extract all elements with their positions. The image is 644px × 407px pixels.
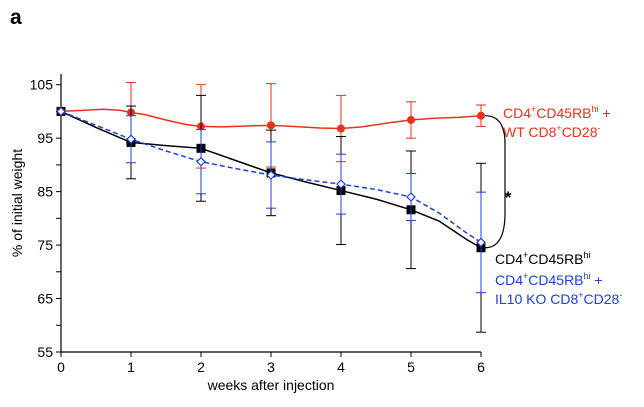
y-axis-title: % of initial weight <box>9 149 25 257</box>
legend-label-segment: IL10 KO CD8 <box>495 291 578 307</box>
data-point <box>477 111 485 120</box>
data-point <box>266 170 276 180</box>
series-black <box>56 94 486 333</box>
panel-label: a <box>10 6 22 29</box>
x-tick-label: 3 <box>267 359 275 375</box>
y-tick-label: 55 <box>37 344 53 360</box>
data-point <box>407 115 415 124</box>
x-tick-label: 6 <box>477 359 485 375</box>
legend-label-segment: + <box>556 123 561 133</box>
y-tick-label: 105 <box>30 77 54 93</box>
legend-label-segment: hi <box>592 104 599 114</box>
x-tick-label: 0 <box>57 359 65 375</box>
data-point <box>267 121 275 130</box>
data-point <box>337 124 345 133</box>
legend-label-segment: CD45RB <box>528 272 583 288</box>
legend-label-segment: CD4 <box>503 105 531 121</box>
legend-label-blue: IL10 KO CD8+​CD28-​ <box>495 290 622 307</box>
legend-label-segment: WT CD8 <box>503 124 557 140</box>
data-point <box>476 237 486 248</box>
series-line <box>60 108 482 130</box>
legend-label-segment: hi <box>584 271 591 281</box>
x-tick-label: 1 <box>127 359 135 375</box>
y-tick-label: 75 <box>37 237 53 253</box>
series-line <box>60 110 482 249</box>
significance-bracket <box>484 115 506 249</box>
legend-label-segment: CD45RB <box>536 105 591 121</box>
legend-label-segment: hi <box>584 250 591 260</box>
x-axis-title: weeks after injection <box>207 377 335 393</box>
significance-marker: * <box>505 188 512 207</box>
axes: 55 65 75 85 95 105 0 1 2 3 4 5 6 <box>30 74 506 375</box>
data-point <box>56 106 66 117</box>
x-tick-label: 4 <box>337 359 345 375</box>
series-blue <box>56 106 486 294</box>
data-point <box>406 192 416 202</box>
series-line <box>60 110 482 244</box>
legend-label-segment: CD4 <box>495 251 523 267</box>
data-point <box>196 156 206 167</box>
legend-label-segment: + <box>523 250 528 260</box>
legend: CD4+​CD45RBhi​ +WT CD8+​CD28-​CD4+​CD45R… <box>495 104 622 307</box>
legend-label-blue: CD4+​CD45RBhi​ + <box>495 271 603 288</box>
series-layer <box>56 82 486 333</box>
data-point <box>336 179 346 189</box>
legend-label-segment: CD28 <box>584 291 620 307</box>
legend-label-segment: CD45RB <box>528 251 583 267</box>
legend-label-black: CD4+​CD45RBhi​ <box>495 250 591 267</box>
x-tick-label: 5 <box>407 359 415 375</box>
y-tick-label: 85 <box>37 184 53 200</box>
x-tick-label: 2 <box>197 359 205 375</box>
legend-label-segment: + <box>531 104 536 114</box>
legend-label-segment: + <box>523 271 528 281</box>
y-tick-label: 65 <box>37 291 53 307</box>
legend-label-segment: + <box>578 290 583 300</box>
legend-label-segment: + <box>591 272 603 288</box>
legend-label-segment: - <box>619 290 622 300</box>
legend-label-segment: CD28 <box>562 124 598 140</box>
legend-label-segment: CD4 <box>495 272 523 288</box>
legend-label-red: WT CD8+​CD28-​ <box>503 123 600 140</box>
legend-label-segment: - <box>597 123 600 133</box>
y-tick-label: 95 <box>37 130 53 146</box>
legend-label-red: CD4+​CD45RBhi​ + <box>503 104 611 121</box>
data-point <box>126 134 136 145</box>
legend-label-segment: + <box>599 105 611 121</box>
